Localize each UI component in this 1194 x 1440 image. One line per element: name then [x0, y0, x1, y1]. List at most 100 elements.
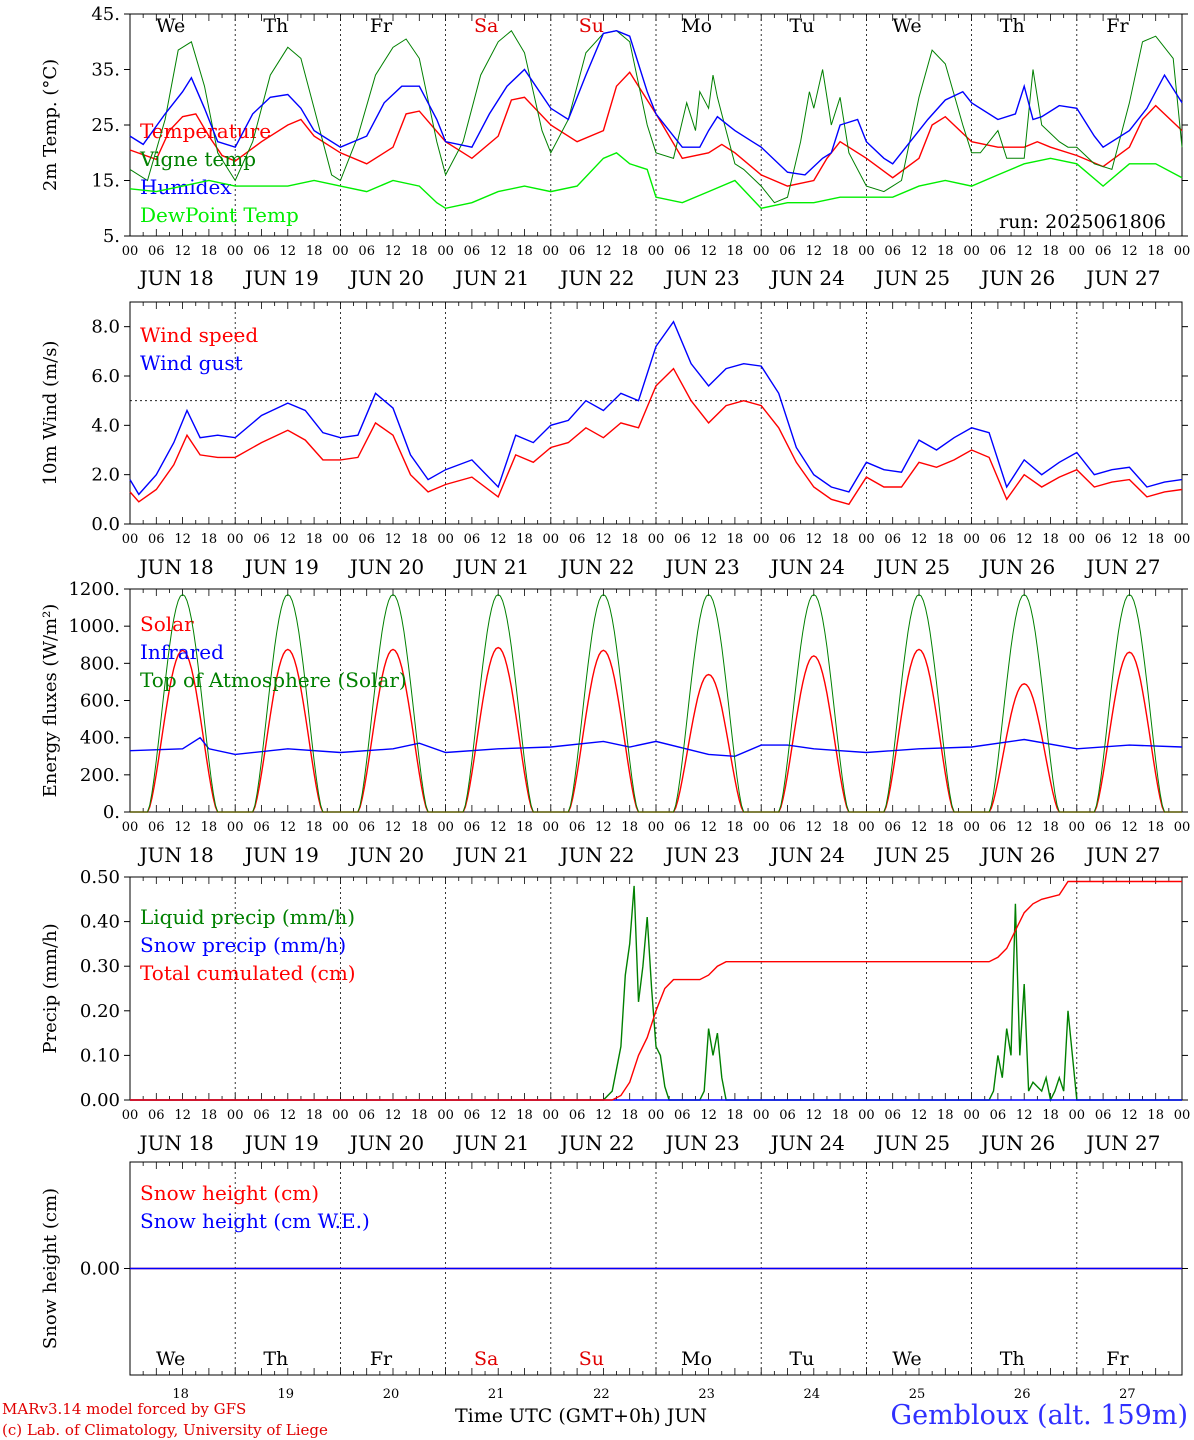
weekday-label: We: [892, 1348, 921, 1370]
day-number-label: 22: [593, 1387, 610, 1402]
hour-tick-label: 06: [674, 820, 691, 835]
station-label: Gembloux (alt. 159m): [890, 1400, 1188, 1431]
hour-tick-label: 12: [595, 1108, 612, 1123]
hour-tick-label: 12: [280, 244, 297, 259]
hour-tick-label: 12: [1121, 1108, 1138, 1123]
hour-tick-label: 00: [963, 820, 980, 835]
hour-tick-label: 18: [306, 532, 323, 547]
y-axis-label: 10m Wind (m/s): [40, 341, 61, 486]
day-number-label: 26: [1014, 1387, 1031, 1402]
hour-tick-label: 00: [648, 1108, 665, 1123]
y-tick-label: 600.: [80, 691, 120, 712]
run-label: run: 2025061806: [999, 211, 1166, 233]
hour-tick-label: 00: [543, 820, 560, 835]
day-number-label: 27: [1119, 1387, 1136, 1402]
legend-entry: Snow height (cm): [140, 1181, 319, 1205]
series-line: [129, 151, 1183, 210]
date-label: JUN 24: [769, 843, 845, 867]
hour-tick-label: 18: [621, 244, 638, 259]
date-label: JUN 19: [243, 1131, 319, 1155]
hour-tick-label: 12: [280, 1108, 297, 1123]
hour-tick-label: 00: [543, 532, 560, 547]
hour-tick-label: 06: [990, 1108, 1007, 1123]
hour-tick-label: 00: [122, 820, 139, 835]
y-tick-label: 0.50: [80, 867, 120, 888]
hour-tick-label: 12: [385, 1108, 402, 1123]
hour-tick-label: 18: [621, 1108, 638, 1123]
date-label: JUN 25: [874, 1131, 950, 1155]
weekday-label: Tu: [789, 15, 814, 37]
hour-tick-label: 06: [464, 244, 481, 259]
hour-tick-label: 06: [674, 532, 691, 547]
y-tick-label: 0.40: [80, 912, 120, 933]
series-line: [129, 71, 1183, 187]
hour-tick-label: 18: [937, 532, 954, 547]
hour-tick-label: 12: [1016, 820, 1033, 835]
hour-tick-label: 12: [595, 532, 612, 547]
hour-tick-label: 12: [806, 532, 823, 547]
date-label: JUN 23: [664, 555, 740, 579]
hour-tick-label: 18: [621, 820, 638, 835]
hour-tick-label: 18: [1042, 1108, 1059, 1123]
y-tick-label: 400.: [80, 728, 120, 749]
hour-tick-label: 06: [253, 532, 270, 547]
date-label: JUN 26: [979, 843, 1055, 867]
hour-tick-label: 06: [884, 1108, 901, 1123]
hour-tick-label: 12: [490, 820, 507, 835]
hour-tick-label: 06: [464, 532, 481, 547]
hour-tick-label: 18: [937, 244, 954, 259]
hour-tick-label: 06: [569, 1108, 586, 1123]
hour-tick-label: 18: [306, 1108, 323, 1123]
date-label: JUN 25: [874, 266, 950, 290]
hour-tick-label: 00: [437, 532, 454, 547]
hour-tick-label: 06: [253, 1108, 270, 1123]
hour-tick-label: 12: [595, 820, 612, 835]
hour-tick-label: 00: [963, 244, 980, 259]
hour-tick-label: 18: [1042, 820, 1059, 835]
date-label: JUN 21: [453, 266, 529, 290]
date-label: JUN 22: [558, 266, 634, 290]
hour-tick-label: 18: [1042, 532, 1059, 547]
hour-tick-label: 00: [648, 532, 665, 547]
time-axis-label: Time UTC (GMT+0h) JUN: [455, 1405, 707, 1427]
hour-tick-label: 06: [779, 1108, 796, 1123]
hour-tick-label: 06: [884, 244, 901, 259]
hour-tick-label: 00: [227, 244, 244, 259]
weekday-label: Fr: [370, 15, 393, 37]
hour-tick-label: 12: [385, 532, 402, 547]
series-line: [129, 736, 1183, 758]
hour-tick-label: 18: [727, 244, 744, 259]
date-label: JUN 18: [138, 266, 214, 290]
y-tick-label: 45.: [91, 4, 120, 25]
hour-tick-label: 06: [148, 532, 165, 547]
hour-tick-label: 18: [727, 1108, 744, 1123]
hour-tick-label: 00: [1174, 532, 1191, 547]
hour-tick-label: 12: [700, 1108, 717, 1123]
weekday-label: Sa: [474, 1348, 498, 1370]
hour-tick-label: 06: [464, 1108, 481, 1123]
date-label: JUN 20: [348, 843, 424, 867]
hour-tick-label: 18: [832, 1108, 849, 1123]
day-number-label: 21: [488, 1387, 505, 1402]
hour-tick-label: 18: [516, 532, 533, 547]
date-label: JUN 20: [348, 555, 424, 579]
hour-tick-label: 12: [911, 532, 928, 547]
weekday-label: We: [156, 1348, 185, 1370]
weekday-label: Th: [1000, 1348, 1025, 1370]
hour-tick-label: 00: [753, 1108, 770, 1123]
hour-tick-label: 00: [227, 1108, 244, 1123]
hour-tick-label: 18: [832, 820, 849, 835]
hour-tick-label: 12: [385, 820, 402, 835]
y-tick-label: 0.0: [91, 514, 120, 535]
hour-tick-label: 00: [227, 532, 244, 547]
hour-tick-label: 00: [332, 1108, 349, 1123]
hour-tick-label: 18: [516, 1108, 533, 1123]
y-tick-label: 35.: [91, 60, 120, 81]
hour-tick-label: 18: [621, 532, 638, 547]
hour-tick-label: 06: [148, 244, 165, 259]
legend-entry: Total cumulated (cm): [140, 961, 356, 985]
hour-tick-label: 00: [858, 820, 875, 835]
hour-tick-label: 00: [1174, 1108, 1191, 1123]
hour-tick-label: 18: [1147, 244, 1164, 259]
